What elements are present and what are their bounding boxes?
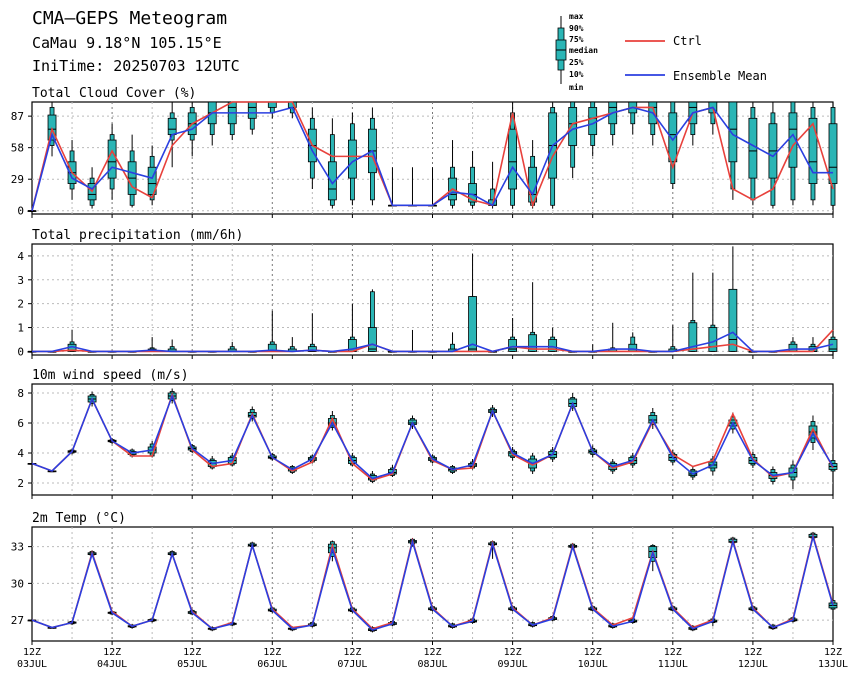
legend-box-label: 10%	[569, 70, 584, 79]
panel-1: Total Cloud Cover (%) 0 29 58 87	[11, 86, 838, 218]
panel-2: Total precipitation (mm/6h) 0 1 2 3 4	[17, 228, 838, 359]
panel-title: 2m Temp (°C)	[32, 511, 126, 526]
x-label-hour: 12Z	[504, 647, 522, 658]
box-25-75	[628, 343, 638, 352]
box-25-75	[748, 117, 758, 179]
box-25-75	[588, 107, 598, 136]
y-tick-label: 27	[11, 614, 24, 627]
y-tick-label: 4	[17, 447, 24, 460]
x-label-hour: 12Z	[664, 647, 682, 658]
x-label-hour: 12Z	[423, 647, 441, 658]
y-tick-label: 87	[11, 110, 24, 123]
x-label-hour: 12Z	[744, 647, 762, 658]
legend-box-label: min	[569, 82, 584, 92]
x-label-hour: 12Z	[23, 647, 41, 658]
y-tick-label: 4	[17, 250, 24, 263]
legend-box-label: 90%	[569, 24, 584, 33]
y-tick-label: 2	[17, 298, 24, 311]
y-tick-label: 33	[11, 541, 24, 554]
y-tick-label: 29	[11, 173, 24, 186]
box-25-75	[147, 166, 157, 195]
box-25-75	[828, 123, 838, 184]
box-25-75	[668, 112, 678, 163]
y-tick-label: 6	[17, 417, 24, 430]
x-label-date: 03JUL	[17, 659, 47, 670]
x-label-date: 05JUL	[177, 659, 207, 670]
x-label-date: 09JUL	[498, 659, 528, 670]
x-label-date: 11JUL	[658, 659, 688, 670]
box-25-75	[808, 117, 818, 184]
box-25-75	[728, 101, 738, 163]
box-25-75	[508, 128, 518, 190]
y-tick-label: 2	[17, 477, 24, 490]
legend-box-label: 25%	[569, 58, 584, 67]
legend-box-label: max	[569, 12, 584, 21]
y-tick-label: 8	[17, 387, 24, 400]
x-label-hour: 12Z	[183, 647, 201, 658]
box-25-75	[167, 117, 177, 136]
y-tick-label: 0	[17, 205, 24, 218]
panel-title: 10m wind speed (m/s)	[32, 368, 189, 383]
legend-ctrl-label: Ctrl	[673, 34, 702, 48]
box-25-75	[728, 288, 738, 352]
y-tick-label: 0	[17, 345, 24, 358]
box-25-75	[468, 183, 477, 203]
box-25-75	[568, 107, 578, 146]
location-label: CaMau 9.18°N 105.15°E	[32, 34, 222, 52]
x-label-hour: 12Z	[824, 647, 842, 658]
box-25-75	[788, 343, 798, 352]
x-label-hour: 12Z	[584, 647, 602, 658]
x-label-date: 06JUL	[257, 659, 287, 670]
x-label-date: 08JUL	[417, 659, 447, 670]
box-25-75	[468, 296, 477, 352]
panels: Total Cloud Cover (%) 0 29 58 87 Total precip…	[11, 86, 838, 645]
panel-4: 2m Temp (°C) 27 30 33	[11, 511, 838, 645]
panel-title: Total precipitation (mm/6h)	[32, 228, 243, 243]
panel-3: 10m wind speed (m/s) 2 4 6 8	[17, 368, 838, 499]
box-25-75	[528, 334, 538, 352]
y-tick-label: 58	[11, 142, 24, 155]
legend: max 90% 75%median 25% 10% min Ctrl Ensemble Mea…	[555, 12, 767, 92]
box-25-75	[508, 339, 518, 352]
x-label-hour: 12Z	[343, 647, 361, 658]
box-25-75	[347, 139, 357, 179]
x-label-hour: 12Z	[263, 647, 281, 658]
x-label-date: 13JUL	[818, 659, 848, 670]
x-label-date: 12JUL	[738, 659, 768, 670]
x-axis-labels: 12Z03JUL12Z04JUL12Z05JUL12Z06JUL12Z07JUL…	[17, 647, 848, 670]
box-25-75	[368, 327, 377, 352]
box-25-75	[107, 139, 117, 179]
x-label-date: 07JUL	[337, 659, 367, 670]
legend-box-label: 75%	[569, 35, 584, 44]
x-label-date: 04JUL	[97, 659, 127, 670]
box-25-75	[548, 339, 558, 352]
chart-title: CMA—GEPS Meteogram	[32, 8, 227, 29]
box-25-75	[327, 161, 337, 201]
box-25-75	[247, 101, 257, 119]
mean-line	[31, 393, 834, 480]
box-25-75	[267, 101, 277, 108]
y-tick-label: 30	[11, 577, 24, 590]
x-label-date: 10JUL	[578, 659, 608, 670]
mean-line	[32, 331, 834, 353]
init-time-label: IniTime: 20250703 12UTC	[32, 57, 240, 75]
y-tick-label: 1	[17, 322, 24, 335]
legend-mean-label: Ensemble Mean	[673, 69, 767, 83]
x-label-hour: 12Z	[103, 647, 121, 658]
mean-line	[31, 533, 834, 631]
y-tick-label: 3	[17, 274, 24, 287]
box-25-75	[688, 322, 698, 352]
panel-title: Total Cloud Cover (%)	[32, 86, 196, 101]
box-25-75	[708, 327, 718, 352]
legend-box-label: median	[569, 45, 598, 55]
mean-line	[31, 106, 833, 211]
